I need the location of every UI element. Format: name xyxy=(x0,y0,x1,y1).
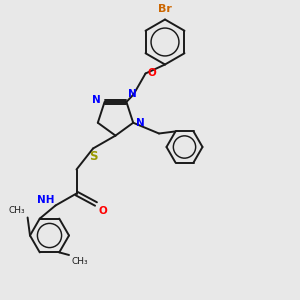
Text: O: O xyxy=(148,68,156,79)
Text: CH₃: CH₃ xyxy=(71,257,88,266)
Text: CH₃: CH₃ xyxy=(9,206,26,215)
Text: NH: NH xyxy=(37,195,54,205)
Text: N: N xyxy=(92,95,101,106)
Text: N: N xyxy=(136,118,145,128)
Text: Br: Br xyxy=(158,4,172,14)
Text: N: N xyxy=(128,89,137,99)
Text: S: S xyxy=(89,150,97,163)
Text: O: O xyxy=(98,206,107,215)
